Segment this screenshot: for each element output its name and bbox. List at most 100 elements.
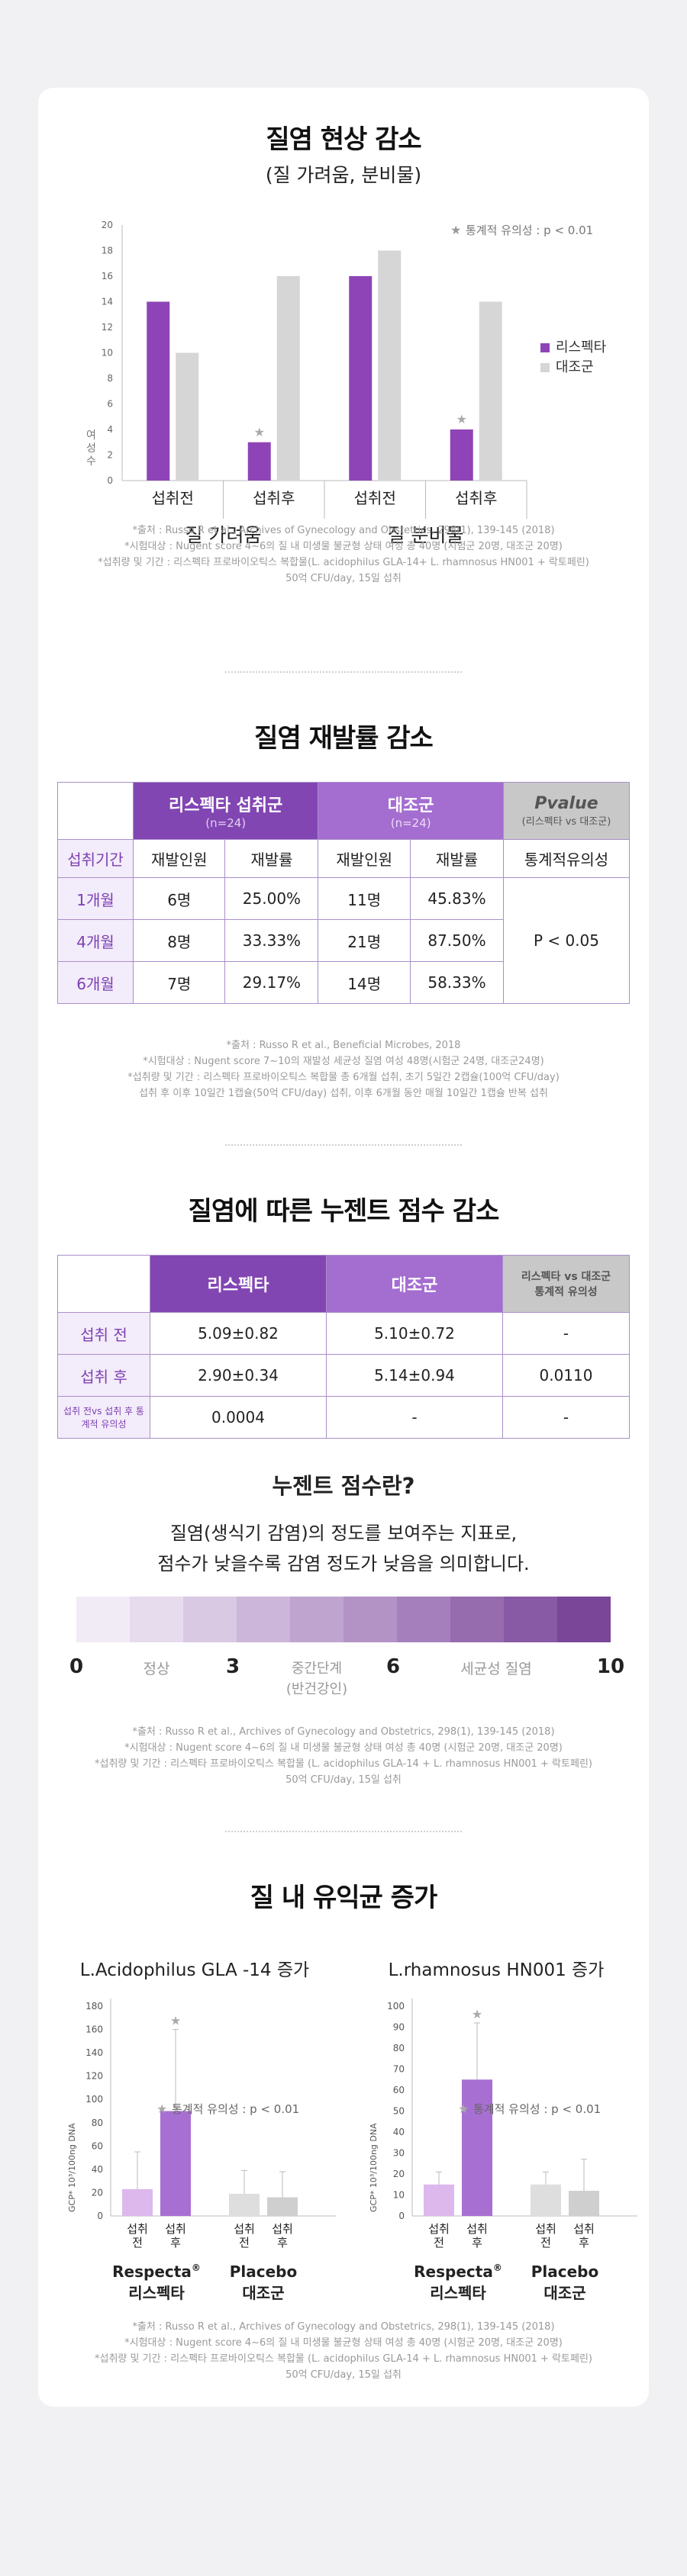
section2-notes: *출처 : Russo R et al., Beneficial Microbe… — [38, 1037, 649, 1101]
note-line: *섭취량 및 기간 : 리스펙타 프로바이오틱스 복합물 총 6개월 섭취, 초… — [127, 1072, 560, 1083]
scale-segment — [504, 1597, 557, 1642]
sub-col: 재발률 — [224, 839, 319, 878]
note-line: *출처 : Russo R et al., Archives of Gyneco… — [132, 525, 555, 536]
pvalue-cell: P < 0.05 — [502, 877, 631, 1004]
empty-cell — [57, 1255, 150, 1313]
head-respecta: 리스펙타 섭취군 (n=24) — [133, 782, 319, 840]
bar-control — [276, 276, 300, 481]
bar — [424, 2184, 454, 2216]
scale-0: 0 — [69, 1655, 84, 1678]
row-period: 4개월 — [56, 919, 134, 962]
y-tick-label: 100 — [387, 2001, 405, 2012]
sig-star-icon: ★ — [170, 2014, 181, 2028]
head-pvalue-sub: (리스펙타 vs 대조군) — [521, 816, 611, 828]
sub-period: 섭취기간 — [56, 839, 134, 878]
x-tick-label: 후 — [170, 2236, 181, 2250]
nugent-desc-2: 점수가 낮을수록 감염 정도가 낮음을 의미합니다. — [157, 1553, 530, 1574]
cell: 21명 — [318, 919, 411, 962]
y-tick-label: 10 — [102, 348, 113, 359]
y-tick-label: 80 — [393, 2043, 405, 2053]
y-tick-label: 20 — [393, 2169, 405, 2179]
scale-3: 3 — [225, 1655, 240, 1678]
y-tick-label: 0 — [398, 2211, 405, 2221]
sig-star-icon: ★ — [458, 2102, 469, 2116]
divider — [225, 671, 462, 673]
head-control: 대조군 (n=24) — [318, 782, 504, 840]
y-tick-label: 100 — [85, 2094, 103, 2105]
brand-respecta-ko: 리스펙타 — [128, 2284, 185, 2302]
cell: - — [326, 1396, 503, 1439]
y-tick-label: 120 — [85, 2071, 103, 2082]
chart-title: L.Acidophilus GLA -14 증가 — [80, 1960, 309, 1980]
head-respecta-n: (n=24) — [205, 816, 247, 830]
note-line: 섭취 후 이후 10일간 1캡슐(50억 CFU/day) 섭취, 이후 6개월… — [139, 1088, 548, 1099]
scale-segment — [344, 1597, 397, 1642]
sig-star-icon: ★ — [450, 223, 461, 237]
nugent-table: 리스펙타 대조군 리스펙타 vs 대조군 통계적 유의성 섭취 전 5.09±0… — [57, 1255, 630, 1439]
cell: 25.00% — [224, 877, 319, 920]
cell: - — [502, 1312, 630, 1355]
y-axis-label: GCP* 10³/100ng DNA — [67, 2123, 77, 2212]
group-label: 질 분비물 — [388, 524, 464, 546]
divider — [225, 1831, 462, 1832]
x-tick-label: 전 — [239, 2236, 250, 2250]
bar — [531, 2184, 561, 2216]
cell: 5.09±0.82 — [150, 1312, 327, 1355]
nugent-desc-1: 질염(생식기 감염)의 정도를 보여주는 지표로, — [169, 1523, 518, 1544]
sig-star-icon: ★ — [156, 2102, 167, 2116]
cell: - — [502, 1396, 630, 1439]
head-control: 대조군 — [326, 1255, 503, 1313]
y-tick-label: 18 — [102, 246, 113, 256]
note-line: *출처 : Russo R et al., Archives of Gyneco… — [132, 2321, 555, 2333]
x-tick-label: 섭취후 — [253, 489, 295, 507]
brand-placebo: Placebo — [230, 2262, 298, 2281]
y-tick-label: 20 — [92, 2187, 103, 2198]
x-tick-label: 섭취 — [127, 2222, 148, 2236]
bar-control — [176, 352, 199, 481]
row-period: 1개월 — [56, 877, 134, 920]
section4-title: 질 내 유익균 증가 — [250, 1883, 437, 1913]
y-tick-label: 70 — [393, 2064, 405, 2075]
x-tick-label: 섭취 — [165, 2222, 186, 2236]
legend-control: 대조군 — [556, 359, 594, 375]
x-tick-label: 전 — [132, 2236, 143, 2250]
bar-respecta — [247, 442, 271, 481]
cell: 0.0004 — [150, 1396, 327, 1439]
sig-note: 통계적 유의성 : p < 0.01 — [172, 2102, 299, 2116]
x-tick-label: 후 — [277, 2236, 288, 2250]
x-tick-label: 섭취후 — [455, 489, 497, 507]
scale-segment — [76, 1597, 130, 1642]
y-tick-label: 0 — [97, 2211, 103, 2221]
y-tick-label: 140 — [85, 2047, 103, 2058]
x-tick-label: 섭취 — [272, 2222, 293, 2236]
y-axis-label: GCP* 10³/100ng DNA — [369, 2123, 379, 2212]
note-line: 50억 CFU/day, 15일 섭취 — [285, 2369, 402, 2381]
scale-6: 6 — [385, 1655, 401, 1678]
brand-placebo-ko: 대조군 — [242, 2284, 284, 2302]
y-tick-label: 50 — [393, 2106, 405, 2117]
bar — [267, 2197, 298, 2216]
cell: 6명 — [133, 877, 226, 920]
row-label: 섭취 전vs 섭취 후 통계적 유의성 — [57, 1396, 150, 1439]
bar-respecta — [349, 276, 373, 481]
sig-star-icon: ★ — [254, 425, 265, 439]
head-pvalue-label: Pvalue — [534, 794, 598, 813]
x-tick-label: 전 — [434, 2236, 444, 2250]
note-line: *섭취량 및 기간 : 리스펙타 프로바이오틱스 복합물(L. acidophi… — [98, 557, 589, 568]
nugent-title: 누젠트 점수란? — [272, 1473, 415, 1499]
cell: 14명 — [318, 961, 411, 1004]
sub-col: 재발률 — [410, 839, 504, 878]
y-tick-label: 40 — [393, 2127, 405, 2137]
cell: 2.90±0.34 — [150, 1354, 327, 1397]
head-pvalue: Pvalue (리스펙타 vs 대조군) — [502, 782, 631, 840]
bar — [122, 2188, 153, 2216]
sig-note: 통계적 유의성 : p < 0.01 — [466, 224, 593, 237]
bar-control — [479, 301, 502, 481]
section1-subtitle: (질 가려움, 분비물) — [265, 164, 422, 186]
y-tick-label: 30 — [393, 2148, 405, 2159]
bar — [229, 2193, 260, 2216]
row-label: 섭취 전 — [57, 1312, 150, 1355]
chart-title: L.rhamnosus HN001 증가 — [389, 1960, 605, 1980]
cell: 11명 — [318, 877, 411, 920]
